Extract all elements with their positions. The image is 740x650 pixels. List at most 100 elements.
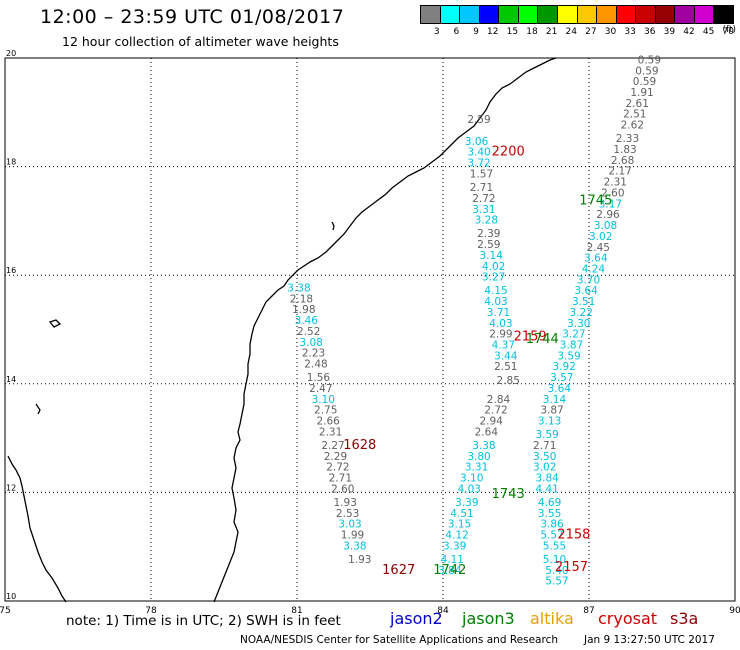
wave-height-value: 2.60 <box>331 483 354 495</box>
color-scale-legend: 3 6 9 12 15 18 21 24 27 30 33 36 39 42 45 70 (ft) <box>420 5 736 37</box>
island-path <box>35 403 41 415</box>
wave-height-value: 3.71 <box>487 307 510 319</box>
wave-height-value: 2.94 <box>480 416 504 428</box>
wave-height-value: 2.33 <box>616 133 639 145</box>
lat-tick-label: 10 <box>6 592 16 601</box>
color-swatch <box>577 6 598 23</box>
color-scale-tick: 3 <box>433 27 440 37</box>
wave-height-value: 3.30 <box>567 318 590 330</box>
lon-tick-label: 84 <box>437 606 449 616</box>
wave-height-value: 4.02 <box>482 261 505 273</box>
wave-height-value: 2.39 <box>477 228 500 240</box>
color-swatch <box>499 6 519 23</box>
wave-height-value: 2.53 <box>336 508 359 520</box>
color-scale-tick: 70 <box>722 27 734 37</box>
lat-tick-label: 12 <box>6 483 16 492</box>
wave-height-value: 1.93 <box>348 554 371 566</box>
lon-tick-label: 87 <box>583 606 594 616</box>
wave-height-value: 0.59 <box>638 54 661 66</box>
wave-height-value: 3.10 <box>460 473 483 485</box>
color-swatch <box>616 6 637 23</box>
wave-height-value: 3.92 <box>553 361 576 373</box>
color-scale-tick: 15 <box>506 27 519 37</box>
wave-height-value: 3.64 <box>584 253 608 265</box>
wave-height-value: 2.45 <box>587 242 610 254</box>
wave-height-value: 5.55 <box>543 540 566 552</box>
wave-height-value: 3.31 <box>465 462 488 474</box>
wave-height-value: 5.40 <box>545 565 568 577</box>
wave-height-value: 3.84 <box>535 473 559 485</box>
pass-time-label: 1745 <box>579 194 612 209</box>
wave-height-value: 3.59 <box>535 429 558 441</box>
color-swatch <box>714 6 733 23</box>
wave-height-value: 3.59 <box>557 350 580 362</box>
wave-height-value: 5.57 <box>540 530 563 542</box>
wave-height-value: 3.08 <box>299 337 322 349</box>
wave-height-value: 3.46 <box>295 315 319 327</box>
wave-height-value: 4.51 <box>450 508 473 520</box>
color-swatch <box>518 6 539 23</box>
wave-height-value: 3.31 <box>472 204 495 216</box>
island-path <box>48 319 62 328</box>
color-swatch <box>479 6 500 23</box>
wave-height-value: 4.11 <box>441 554 464 566</box>
wave-height-value: 3.50 <box>533 451 556 463</box>
color-swatch <box>597 6 617 23</box>
lat-tick-label: 20 <box>6 49 16 58</box>
wave-height-value: 2.52 <box>297 326 320 338</box>
wave-height-value: 2.31 <box>604 177 627 189</box>
pass-time-label: 2159 <box>514 329 547 344</box>
pass-time-label: 2157 <box>555 560 588 575</box>
wave-height-value: 4.03 <box>484 296 507 308</box>
wave-height-value: 1.91 <box>630 87 653 99</box>
wave-height-values: 3.382.181.983.462.523.082.232.481.562.47… <box>287 54 661 587</box>
note-text: note: 1) Time is in UTC; 2) SWH is in fe… <box>66 613 341 629</box>
wave-height-value: 3.70 <box>577 274 600 286</box>
pass-time-label: 1744 <box>526 332 559 347</box>
wave-height-value: 2.29 <box>324 451 347 463</box>
pass-time-label: 1742 <box>433 563 466 578</box>
wave-height-value: 2.75 <box>314 405 337 417</box>
color-scale-tick: 9 <box>473 27 479 37</box>
wave-height-value: 2.51 <box>494 361 517 373</box>
pass-time-label: 2200 <box>492 145 525 160</box>
color-swatch <box>538 6 558 23</box>
wave-height-value: 3.55 <box>538 508 561 520</box>
wave-height-value: 4.03 <box>489 318 512 330</box>
color-scale-tick: 6 <box>453 27 460 37</box>
wave-height-value: 3.22 <box>570 307 593 319</box>
wave-height-value: 1.93 <box>334 497 357 509</box>
wave-height-value: 3.64 <box>574 285 598 297</box>
legend-s3a: s3a <box>670 609 699 628</box>
wave-height-value: 3.38 <box>287 282 310 294</box>
wave-height-value: 2.72 <box>484 405 507 417</box>
wave-height-value: 2.96 <box>596 209 620 221</box>
wave-height-value: 3.64 <box>548 383 572 395</box>
wave-height-value: 2.18 <box>290 293 313 305</box>
color-scale-tick: 39 <box>663 27 676 37</box>
lat-tick-label: 16 <box>6 266 16 275</box>
wave-height-value: 2.48 <box>304 359 327 371</box>
island-path <box>331 221 335 231</box>
color-scale-tick: 24 <box>565 27 577 37</box>
wave-height-value: 2.17 <box>608 166 631 178</box>
wave-height-value: 3.84 <box>438 565 462 577</box>
lon-tick-label: 78 <box>145 606 157 616</box>
wave-height-value: 3.02 <box>589 231 612 243</box>
wave-height-value: 2.47 <box>309 383 332 395</box>
page-subtitle: 12 hour collection of altimeter wave hei… <box>62 34 339 49</box>
wave-height-value: 1.83 <box>613 144 636 156</box>
page-title: 12:00 – 23:59 UTC 01/08/2017 <box>40 6 345 28</box>
color-scale-unit: (ft) <box>722 25 736 35</box>
wave-height-value: 3.72 <box>467 158 490 170</box>
lat-tick-label: 14 <box>6 375 16 384</box>
color-swatch <box>557 6 578 23</box>
wave-height-value: 4.37 <box>492 340 515 352</box>
wave-height-value: 3.13 <box>538 416 561 428</box>
wave-height-value: 5.57 <box>545 576 568 588</box>
wave-height-value: 2.31 <box>319 426 342 438</box>
color-swatch <box>460 6 480 23</box>
color-swatch <box>421 6 441 23</box>
color-swatch <box>655 6 676 23</box>
wave-height-value: 0.59 <box>635 65 658 77</box>
